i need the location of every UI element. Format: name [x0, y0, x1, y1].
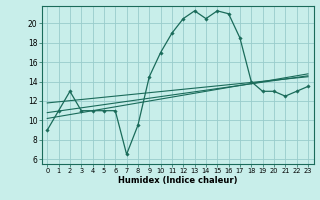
X-axis label: Humidex (Indice chaleur): Humidex (Indice chaleur)	[118, 176, 237, 185]
